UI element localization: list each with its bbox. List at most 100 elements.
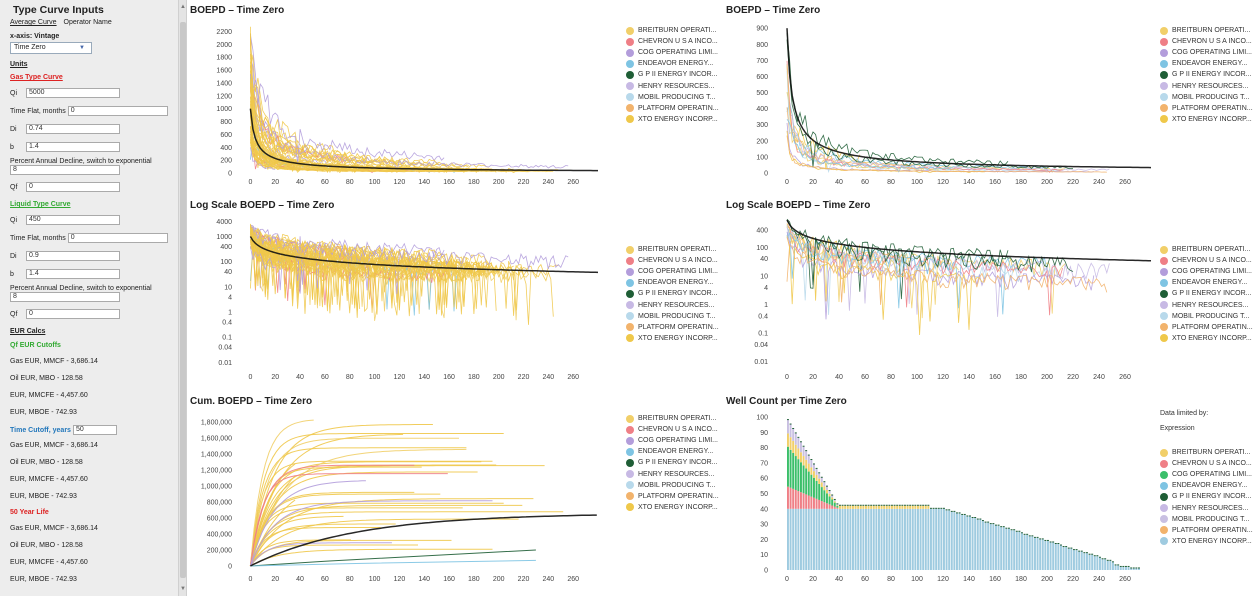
- legend-item[interactable]: BREITBURN OPERATI...: [626, 244, 766, 255]
- legend-item[interactable]: PLATFORM OPERATIN...: [626, 322, 766, 333]
- tab-average-curve[interactable]: Average Curve: [10, 19, 57, 26]
- well-count-bar: [833, 506, 836, 509]
- legend-item[interactable]: CHEVRON U S A INCO...: [626, 36, 766, 47]
- gas-type-curve-header[interactable]: Gas Type Curve: [10, 74, 63, 81]
- legend-item[interactable]: XTO ENERGY INCORP...: [626, 502, 766, 513]
- legend-item[interactable]: MOBIL PRODUCING T...: [626, 311, 766, 322]
- well-count-chart[interactable]: 0 10 20 30 40 50 60 70 80 90 100 0 20 40 60 80 100 120 140…: [726, 396, 1156, 596]
- gas-qi-input[interactable]: 5000: [26, 88, 120, 98]
- legend-item[interactable]: ENDEAVOR ENERGY...: [1160, 277, 1258, 288]
- legend-item[interactable]: ENDEAVOR ENERGY...: [626, 277, 766, 288]
- legend-item[interactable]: HENRY RESOURCES...: [1160, 299, 1258, 310]
- log-boepd-chart-2[interactable]: 0.01 0.04 0.1 0.4 1 4 10 40 100 400 0 20 40 60 80 100 12…: [726, 200, 1156, 395]
- legend-item[interactable]: ENDEAVOR ENERGY...: [1160, 480, 1258, 491]
- legend-item[interactable]: HENRY RESOURCES...: [1160, 502, 1258, 513]
- legend-item[interactable]: XTO ENERGY INCORP...: [626, 114, 766, 125]
- x-tick-label: 0: [785, 576, 789, 583]
- legend-item[interactable]: G P II ENERGY INCOR...: [1160, 69, 1258, 80]
- legend-item[interactable]: BREITBURN OPERATI...: [1160, 244, 1258, 255]
- legend-item[interactable]: BREITBURN OPERATI...: [626, 413, 766, 424]
- legend-item[interactable]: PLATFORM OPERATIN...: [1160, 103, 1258, 114]
- legend-swatch-icon: [1160, 82, 1168, 91]
- legend-item[interactable]: HENRY RESOURCES...: [1160, 80, 1258, 91]
- legend-label: G P II ENERGY INCOR...: [638, 71, 718, 79]
- liquid-pad-label: Percent Annual Decline, switch to expone…: [10, 285, 152, 292]
- legend-item[interactable]: HENRY RESOURCES...: [626, 80, 766, 91]
- legend-item[interactable]: CHEVRON U S A INCO...: [1160, 255, 1258, 266]
- y-tick-label: 900: [756, 26, 768, 33]
- legend-item[interactable]: COG OPERATING LIMI...: [626, 435, 766, 446]
- well-count-bar: [823, 508, 826, 570]
- well-count-bar: [1119, 566, 1122, 570]
- legend-item[interactable]: CHEVRON U S A INCO...: [626, 424, 766, 435]
- liquid-di-input[interactable]: 0.9: [26, 251, 120, 261]
- legend-item[interactable]: ENDEAVOR ENERGY...: [626, 58, 766, 69]
- legend-item[interactable]: PLATFORM OPERATIN...: [1160, 322, 1258, 333]
- legend-item[interactable]: MOBIL PRODUCING T...: [626, 92, 766, 103]
- legend-item[interactable]: COG OPERATING LIMI...: [626, 266, 766, 277]
- legend-item[interactable]: COG OPERATING LIMI...: [1160, 266, 1258, 277]
- boepd-chart[interactable]: 0200400600800100012001400160018002000220…: [190, 5, 710, 200]
- legend-item[interactable]: G P II ENERGY INCOR...: [626, 69, 766, 80]
- legend-item[interactable]: CHEVRON U S A INCO...: [1160, 36, 1258, 47]
- scroll-down-icon[interactable]: ▼: [180, 586, 186, 592]
- well-count-bar-cap: [805, 450, 808, 452]
- legend-item[interactable]: MOBIL PRODUCING T...: [1160, 92, 1258, 103]
- log-boepd-chart[interactable]: 0.01 0.04 0.1 0.4 1 4 10 40 100 400 1000 4000 0 20 40 6…: [190, 200, 710, 395]
- legend-item[interactable]: G P II ENERGY INCOR...: [626, 288, 766, 299]
- legend-item[interactable]: BREITBURN OPERATI...: [1160, 25, 1258, 36]
- legend-item[interactable]: XTO ENERGY INCORP...: [1160, 536, 1258, 547]
- y-tick-label: 100: [756, 154, 768, 161]
- well-curve-line: [250, 229, 298, 255]
- well-count-bar: [820, 477, 823, 483]
- legend-item[interactable]: PLATFORM OPERATIN...: [626, 491, 766, 502]
- legend-item[interactable]: BREITBURN OPERATI...: [1160, 447, 1258, 458]
- liquid-qi-input[interactable]: 450: [26, 215, 120, 225]
- legend-item[interactable]: HENRY RESOURCES...: [626, 299, 766, 310]
- time-cutoff-input[interactable]: 50: [72, 425, 117, 435]
- units-link[interactable]: Units: [10, 61, 28, 68]
- cum-boepd-chart[interactable]: 0 200,000 400,000 600,000 800,000 1,000,000 1,…: [190, 396, 710, 596]
- legend-item[interactable]: XTO ENERGY INCORP...: [626, 333, 766, 344]
- legend-item[interactable]: G P II ENERGY INCOR...: [1160, 288, 1258, 299]
- legend-item[interactable]: ENDEAVOR ENERGY...: [1160, 58, 1258, 69]
- scrollbar-thumb[interactable]: [180, 22, 186, 578]
- gas-qf-input[interactable]: 0: [26, 182, 120, 192]
- legend-item[interactable]: XTO ENERGY INCORP...: [1160, 333, 1258, 344]
- data-limited-expression[interactable]: Expression: [1160, 425, 1195, 432]
- legend-item[interactable]: COG OPERATING LIMI...: [1160, 469, 1258, 480]
- legend-item[interactable]: ENDEAVOR ENERGY...: [626, 446, 766, 457]
- liquid-b-input[interactable]: 1.4: [26, 269, 120, 279]
- tab-operator-name[interactable]: Operator Name: [63, 19, 112, 26]
- legend-item[interactable]: G P II ENERGY INCOR...: [1160, 491, 1258, 502]
- legend-item[interactable]: MOBIL PRODUCING T...: [626, 480, 766, 491]
- gas-di-input[interactable]: 0.74: [26, 124, 120, 134]
- legend-item[interactable]: MOBIL PRODUCING T...: [1160, 311, 1258, 322]
- legend-item[interactable]: COG OPERATING LIMI...: [1160, 47, 1258, 58]
- liquid-type-curve-header[interactable]: Liquid Type Curve: [10, 201, 71, 208]
- cum-well-line: [249, 523, 396, 567]
- boepd-chart-2[interactable]: 0 100 200 300 400 500 600 700 800 900 0 20 40 60 80 100…: [726, 5, 1156, 200]
- xaxis-select[interactable]: Time Zero ▼: [10, 42, 92, 54]
- sidebar-scrollbar[interactable]: ▲ ▼: [178, 0, 186, 596]
- well-count-bar: [987, 522, 990, 570]
- legend-item[interactable]: MOBIL PRODUCING T...: [1160, 514, 1258, 525]
- legend-item[interactable]: XTO ENERGY INCORP...: [1160, 114, 1258, 125]
- eur-calcs-header[interactable]: EUR Calcs: [10, 328, 46, 335]
- liquid-qf-input[interactable]: 0: [26, 309, 120, 319]
- legend-item[interactable]: CHEVRON U S A INCO...: [626, 255, 766, 266]
- gas-pad-input[interactable]: 8: [10, 165, 120, 175]
- legend-item[interactable]: G P II ENERGY INCOR...: [626, 457, 766, 468]
- gas-b-input[interactable]: 1.4: [26, 142, 120, 152]
- legend-item[interactable]: HENRY RESOURCES...: [626, 468, 766, 479]
- legend-item[interactable]: BREITBURN OPERATI...: [626, 25, 766, 36]
- legend-item[interactable]: COG OPERATING LIMI...: [626, 47, 766, 58]
- gas-time-flat-input[interactable]: 0: [67, 106, 168, 116]
- liquid-pad-input[interactable]: 8: [10, 292, 120, 302]
- legend-item[interactable]: CHEVRON U S A INCO...: [1160, 458, 1258, 469]
- liquid-time-flat-input[interactable]: 0: [67, 233, 168, 243]
- legend-item[interactable]: PLATFORM OPERATIN...: [1160, 525, 1258, 536]
- scroll-up-icon[interactable]: ▲: [180, 4, 186, 10]
- well-count-bar-cap: [1119, 565, 1122, 567]
- legend-item[interactable]: PLATFORM OPERATIN...: [626, 103, 766, 114]
